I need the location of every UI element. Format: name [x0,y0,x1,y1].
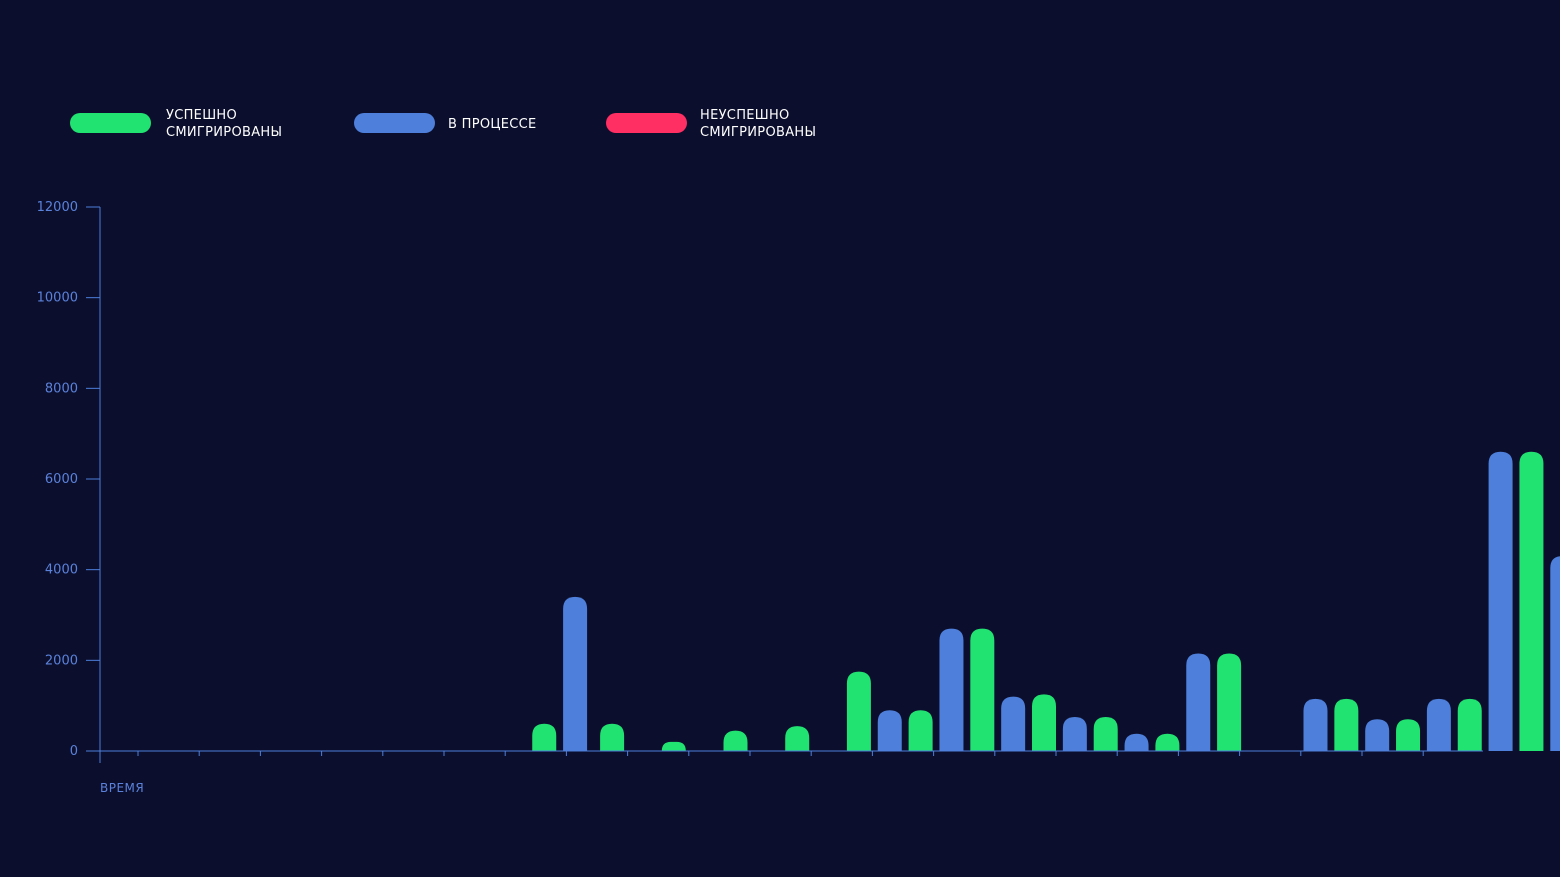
bar-success[interactable] [846,671,871,751]
x-axis-title: ВРЕМЯ [100,781,144,795]
bar-progress[interactable] [1365,719,1390,751]
bar-success[interactable] [532,723,557,751]
bar-success[interactable] [1519,451,1544,751]
y-tick-label: 0 [70,744,78,759]
y-tick-label: 4000 [45,563,78,578]
bar-progress[interactable] [563,596,588,751]
y-tick-label: 8000 [45,381,78,396]
bar-success[interactable] [1334,698,1359,751]
bar-success[interactable] [661,741,686,751]
legend-swatch-failed [606,113,687,133]
bar-progress[interactable] [1426,698,1451,751]
bar-success[interactable] [970,628,995,751]
legend-label-success: УСПЕШНО СМИГРИРОВАНЫ [166,108,283,140]
bar-progress[interactable] [1124,733,1149,751]
bars [532,451,1560,751]
bar-success[interactable] [1457,698,1482,751]
legend-swatch-progress [354,113,435,133]
bar-progress[interactable] [1062,717,1087,751]
y-axis-ticks: 0 2000 4000 6000 8000 10000 12000 [37,200,100,759]
legend-swatch-success [70,113,151,133]
y-tick-label: 12000 [37,200,78,215]
bar-progress[interactable] [939,628,964,751]
bar-success[interactable] [1032,694,1057,751]
y-tick-label: 2000 [45,653,78,668]
bar-success[interactable] [785,726,810,751]
legend-label-failed: НЕУСПЕШНО СМИГРИРОВАНЫ [700,108,817,140]
bar-progress[interactable] [1303,698,1328,751]
bar-success[interactable] [600,723,625,751]
bar-progress[interactable] [1488,451,1513,751]
bar-progress[interactable] [877,710,902,751]
bar-success[interactable] [723,730,748,751]
bar-progress[interactable] [1186,653,1211,751]
bar-progress[interactable] [1001,696,1026,751]
legend-label-progress: В ПРОЦЕССЕ [448,116,537,132]
bar-success[interactable] [908,710,933,751]
y-tick-label: 6000 [45,472,78,487]
bar-progress[interactable] [1550,556,1560,751]
bar-success[interactable] [1155,733,1180,751]
x-axis-ticks [137,751,1424,756]
bar-success[interactable] [1093,717,1118,751]
bar-success[interactable] [1217,653,1242,751]
bar-success[interactable] [1396,719,1421,751]
y-tick-label: 10000 [37,291,78,306]
